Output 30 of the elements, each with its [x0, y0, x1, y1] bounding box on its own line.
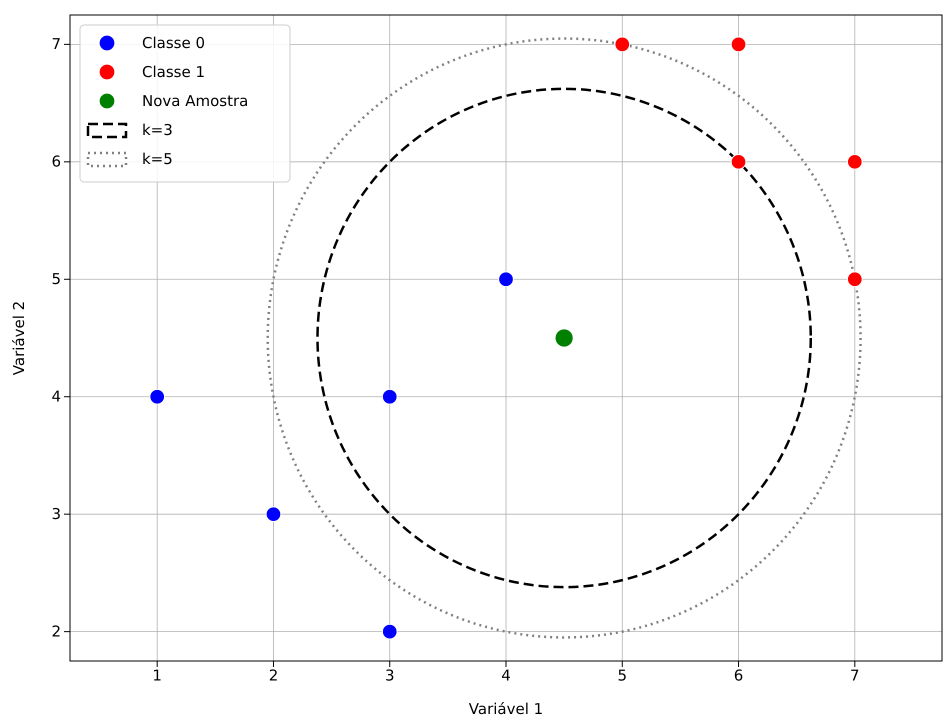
x-tick-label: 2 — [268, 666, 278, 685]
x-tick-label: 4 — [501, 666, 511, 685]
y-tick-label: 4 — [51, 388, 61, 406]
point — [498, 271, 514, 288]
point — [149, 388, 166, 405]
y-tick-label: 6 — [51, 152, 61, 171]
x-tick-label: 3 — [384, 666, 395, 685]
point — [846, 154, 863, 170]
x-axis-title: Variável 1 — [468, 700, 544, 718]
y-tick-label: 5 — [51, 270, 61, 288]
x-tick-label: 7 — [850, 666, 860, 685]
annotation: k=3 — [142, 121, 173, 139]
x-tick-label: 5 — [617, 666, 628, 685]
y-tick-label: 7 — [51, 35, 61, 54]
legend-label: Classe 0 — [142, 34, 206, 52]
point — [266, 506, 282, 522]
point — [382, 624, 398, 640]
annotation: k=5 — [142, 150, 173, 168]
y-axis-title: Variável 2 — [10, 300, 28, 376]
x-tick-label: 1 — [152, 666, 162, 685]
x-tick-label: 6 — [734, 666, 744, 685]
point — [846, 271, 863, 288]
legend-label: Nova Amostra — [142, 92, 248, 110]
point — [730, 154, 746, 170]
point — [730, 36, 746, 52]
point — [382, 388, 398, 405]
y-tick-label: 3 — [51, 504, 61, 523]
y-tick-label: 2 — [51, 622, 61, 640]
legend-label: Classe 1 — [142, 63, 206, 81]
point — [614, 36, 630, 52]
